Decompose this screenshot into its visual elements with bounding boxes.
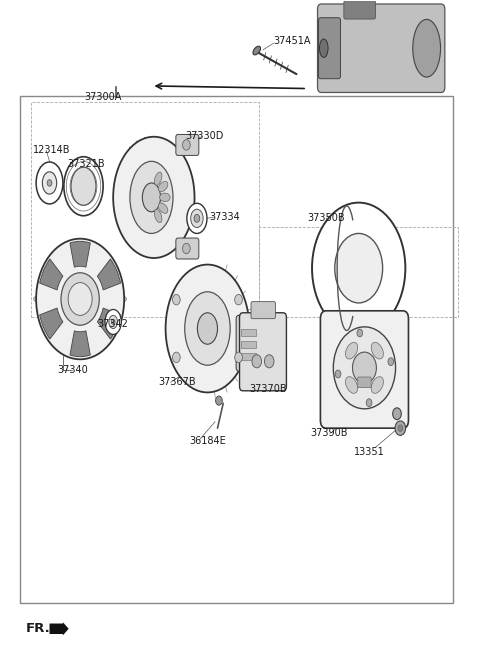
Ellipse shape [335,233,383,303]
Bar [241,329,256,336]
Ellipse shape [346,342,358,359]
Ellipse shape [155,172,162,185]
Wedge shape [40,259,63,290]
Ellipse shape [187,203,207,233]
FancyBboxPatch shape [251,302,276,319]
Text: 37334: 37334 [209,212,240,222]
Ellipse shape [320,39,328,57]
FancyBboxPatch shape [319,18,340,79]
Circle shape [68,283,92,315]
FancyBboxPatch shape [321,311,408,428]
FancyBboxPatch shape [176,135,199,156]
Ellipse shape [333,327,396,409]
Circle shape [393,408,401,420]
Ellipse shape [312,202,406,334]
Wedge shape [40,308,63,339]
Circle shape [216,396,222,405]
Text: 13351: 13351 [354,447,384,457]
Ellipse shape [143,183,160,212]
Ellipse shape [413,19,441,77]
Ellipse shape [197,313,217,344]
Text: 12314B: 12314B [33,145,71,155]
Circle shape [182,140,190,150]
Ellipse shape [130,162,173,233]
Text: 37300A: 37300A [84,92,122,102]
Wedge shape [97,259,120,290]
Circle shape [357,329,363,337]
Text: 37451A: 37451A [274,36,311,47]
Ellipse shape [36,162,63,204]
Ellipse shape [113,137,194,258]
Circle shape [235,294,242,305]
Text: 37342: 37342 [97,319,128,329]
Text: 37321B: 37321B [68,159,105,169]
Ellipse shape [371,342,384,359]
Text: FR.: FR. [25,622,50,635]
Circle shape [335,370,341,378]
Ellipse shape [346,376,358,394]
FancyBboxPatch shape [344,1,375,19]
Text: 36184E: 36184E [190,436,227,446]
Ellipse shape [71,168,96,205]
Text: 37340: 37340 [57,365,88,375]
FancyBboxPatch shape [176,238,199,259]
Circle shape [47,179,52,186]
Bar [241,341,256,348]
Ellipse shape [158,181,168,192]
Bar [241,353,256,360]
Circle shape [264,355,274,368]
Text: 37370B: 37370B [250,384,287,394]
Circle shape [398,425,403,432]
Ellipse shape [191,209,203,227]
Circle shape [36,238,124,359]
FancyBboxPatch shape [236,315,265,371]
Circle shape [172,352,180,363]
Ellipse shape [371,376,384,394]
FancyArrow shape [49,622,69,635]
Ellipse shape [105,309,121,334]
Circle shape [235,352,242,363]
Circle shape [366,399,372,407]
Text: 37350B: 37350B [307,214,345,223]
FancyBboxPatch shape [20,96,453,602]
FancyBboxPatch shape [318,4,445,93]
Ellipse shape [253,46,261,55]
Circle shape [194,214,200,222]
Ellipse shape [42,172,57,194]
Ellipse shape [352,352,376,384]
Circle shape [388,358,394,366]
Circle shape [61,273,99,325]
Wedge shape [70,331,90,357]
Ellipse shape [159,193,170,202]
Text: 37390B: 37390B [310,428,348,438]
Wedge shape [97,308,120,339]
Text: 37330D: 37330D [185,131,223,141]
Bar [259,227,458,317]
Text: 37367B: 37367B [158,377,196,387]
Circle shape [172,294,180,305]
Ellipse shape [185,292,230,365]
FancyArrowPatch shape [156,83,304,89]
Ellipse shape [155,210,162,223]
Ellipse shape [166,265,249,392]
Ellipse shape [158,203,168,214]
Wedge shape [70,241,90,267]
FancyBboxPatch shape [358,377,371,388]
Ellipse shape [64,157,103,215]
Circle shape [395,421,406,436]
Ellipse shape [109,315,118,328]
Circle shape [252,355,262,368]
Circle shape [111,319,115,325]
Circle shape [182,243,190,254]
Bar [31,102,259,317]
FancyBboxPatch shape [240,313,287,391]
